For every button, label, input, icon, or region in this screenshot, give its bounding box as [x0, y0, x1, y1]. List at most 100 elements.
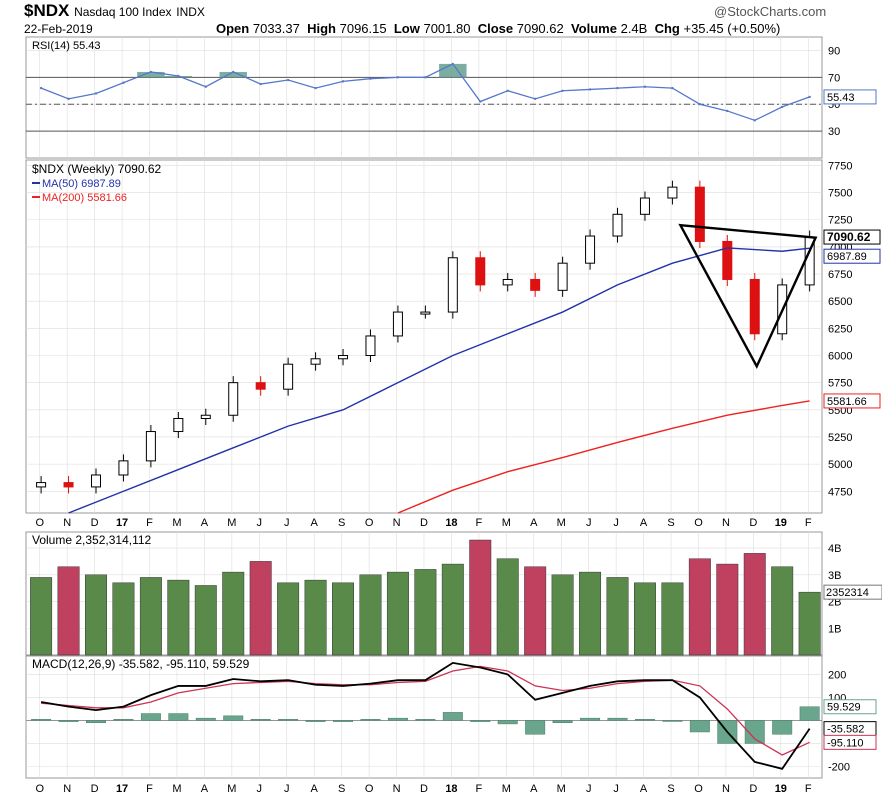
macd-histogram-bar [772, 720, 793, 735]
macd-histogram-bar [86, 720, 106, 724]
price-candle [36, 482, 47, 488]
volume-bar [139, 577, 162, 656]
index-name: Nasdaq 100 Index [74, 5, 172, 19]
rsi-tick-label: 30 [828, 126, 840, 138]
price-x-tick-label: F [805, 517, 812, 529]
macd-histogram-bar [662, 720, 683, 722]
open-label: Open [216, 21, 250, 36]
chg-value: +35.45 (+0.50%) [683, 21, 781, 36]
macd-x-tick-label: F [476, 783, 483, 795]
macd-x-tick-label: M [227, 783, 236, 795]
rsi-point [67, 97, 70, 101]
price-x-tick-label: M [557, 517, 566, 529]
price-x-tick-label: 19 [775, 517, 787, 529]
rsi-value-tag [823, 89, 877, 105]
price-candle [722, 240, 733, 280]
macd-histogram-bar [223, 715, 244, 721]
price-candle [365, 335, 376, 357]
macd-signal-line [41, 665, 810, 756]
price-candle [447, 257, 458, 313]
volume-tick-label: 1B [828, 623, 841, 635]
macd-x-tick-label: N [63, 783, 71, 795]
price-x-tick-label: J [613, 517, 619, 529]
price-candle [392, 311, 403, 337]
rsi-point [808, 95, 811, 99]
volume-bar [167, 579, 190, 656]
volume-bar [249, 561, 272, 656]
macd-histogram-bar [31, 719, 52, 721]
price-x-tick-label: D [749, 517, 757, 529]
price-candle [557, 262, 568, 291]
macd-histogram-bar [799, 706, 820, 721]
ma200-legend: MA(200) 5581.66 [42, 192, 127, 204]
price-candle [145, 431, 156, 462]
macd-x-tick-label: A [311, 783, 319, 795]
price-legend: $NDX (Weekly) 7090.62 [32, 162, 161, 176]
price-candle [310, 358, 321, 365]
ma200-line [397, 400, 810, 514]
volume-bar [332, 582, 355, 656]
price-candle [420, 311, 431, 315]
price-x-tick-label: M [172, 517, 181, 529]
price-candle [585, 235, 596, 264]
price-tag [823, 229, 881, 245]
price-candle [749, 278, 760, 335]
macd-histogram-bar [744, 720, 765, 744]
price-candle [694, 186, 705, 242]
rsi-point [314, 86, 317, 90]
rsi-value-label: 55.43 [827, 92, 855, 104]
volume-bar [85, 574, 107, 656]
price-x-tick-label: D [91, 517, 99, 529]
price-x-tick-label: N [722, 517, 730, 529]
macd-histogram-bar [497, 720, 518, 725]
rsi-point [204, 85, 207, 88]
macd-histogram-bar [634, 719, 655, 721]
rsi-overbought-fill [439, 63, 467, 78]
macd-histogram-bar [195, 717, 216, 721]
price-tag [823, 248, 881, 264]
macd-x-tick-label: F [146, 783, 153, 795]
macd-x-tick-label: J [586, 783, 592, 795]
macd-x-tick-label: 19 [775, 783, 787, 795]
price-candle [200, 414, 211, 420]
macd-x-tick-label: J [284, 783, 290, 795]
macd-x-tick-label: J [613, 783, 619, 795]
price-x-tick-label: S [338, 517, 345, 529]
macd-x-tick-label: O [365, 783, 374, 795]
rsi-point [396, 76, 400, 79]
volume-bar [30, 577, 53, 656]
macd-histogram-bar [387, 717, 408, 721]
price-x-tick-label: A [640, 517, 648, 529]
macd-value-tag [823, 734, 877, 750]
macd-histogram-bar [305, 720, 326, 722]
rsi-point [643, 85, 647, 88]
rsi-overbought-fill [219, 71, 247, 78]
price-x-tick-label: M [227, 517, 236, 529]
macd-histogram-bar [278, 719, 299, 721]
price-candle [475, 257, 486, 286]
volume-bar [277, 582, 300, 656]
macd-x-tick-label: 17 [116, 783, 128, 795]
macd-histogram-bar [250, 719, 271, 721]
price-tick-label: 6250 [828, 323, 852, 335]
macd-x-tick-label: A [640, 783, 648, 795]
stockcharts-logo[interactable]: @StockCharts.com [714, 4, 827, 19]
macd-histogram-bar [168, 713, 189, 721]
macd-x-tick-label: 18 [445, 783, 457, 795]
volume-bar [743, 553, 766, 656]
ma50-legend: MA(50) 6987.89 [42, 178, 121, 190]
volume-bar [606, 577, 629, 656]
rsi-point [588, 88, 592, 91]
rsi-overbought-fill [137, 71, 165, 78]
volume-legend: Volume 2,352,314,112 [32, 533, 152, 547]
macd-histogram-bar [140, 713, 161, 721]
rsi-point [726, 109, 729, 113]
price-x-tick-label: 17 [116, 517, 128, 529]
volume-bar [441, 563, 464, 656]
macd-histogram-bar [689, 720, 710, 733]
volume-label: Volume [570, 21, 617, 36]
macd-value-tag [823, 699, 877, 715]
price-tick-label: 7500 [828, 188, 852, 200]
rsi-tick-label: 70 [828, 72, 840, 84]
